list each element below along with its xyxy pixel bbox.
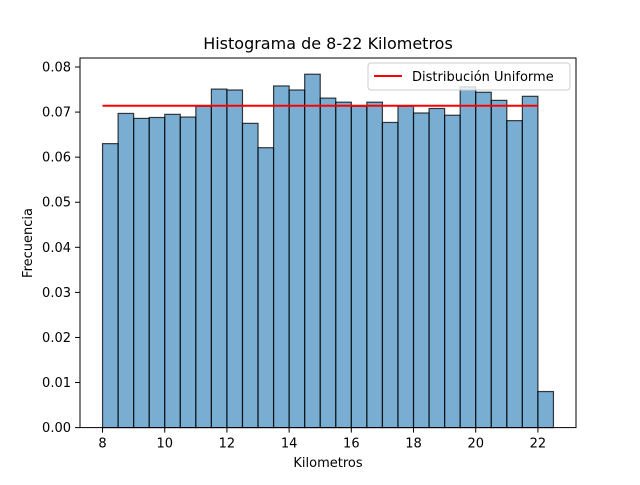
legend-box	[367, 62, 571, 91]
x-tick-label: 12	[219, 437, 236, 452]
histogram-bar	[521, 95, 539, 429]
histogram-bar	[226, 89, 244, 429]
histogram-bar	[117, 112, 135, 429]
histogram-bar	[412, 112, 430, 429]
x-axis: 8 10 12 14 16 18 20 22	[98, 427, 547, 452]
histogram-bar	[350, 105, 368, 429]
histogram-bar	[444, 114, 461, 429]
x-tick-label: 14	[281, 437, 298, 452]
histogram-bar	[381, 121, 399, 429]
legend-label: Distribución Uniforme	[412, 70, 554, 85]
legend: Distribución Uniforme	[367, 62, 571, 91]
y-tick-label: 0.01	[42, 376, 71, 391]
histogram-bar	[335, 101, 352, 429]
histogram-bar	[195, 105, 212, 429]
histogram-bar	[272, 85, 290, 429]
y-tick-label: 0.07	[42, 106, 71, 121]
y-tick-label: 0.04	[42, 241, 71, 256]
histogram-bar	[397, 105, 415, 429]
x-tick-label: 16	[343, 437, 360, 452]
histogram-bar	[241, 122, 259, 429]
y-tick-label: 0.02	[42, 331, 71, 346]
y-tick-label: 0.00	[42, 421, 71, 436]
histogram-bar	[319, 97, 337, 429]
x-tick-label: 18	[405, 437, 422, 452]
x-tick-label: 22	[530, 437, 547, 452]
y-axis-label: Frecuencia	[21, 208, 36, 278]
y-tick-label: 0.06	[42, 151, 71, 166]
histogram-bar	[210, 88, 228, 429]
histogram-bar	[428, 107, 446, 429]
histogram-bar	[490, 99, 508, 429]
x-axis-label: Kilometros	[293, 456, 362, 471]
y-tick-label: 0.05	[42, 196, 71, 211]
y-tick-label: 0.08	[42, 61, 71, 76]
histogram-bar	[257, 147, 275, 429]
histogram-bar	[179, 116, 197, 429]
x-tick-label: 8	[98, 437, 106, 452]
y-axis: 0.00 0.01 0.02 0.03 0.04 0.05 0.06 0.07 0.08	[42, 61, 80, 436]
histogram-bar	[164, 113, 181, 429]
histogram-bar	[288, 89, 306, 429]
histogram-bar	[101, 143, 119, 429]
histogram-bar	[133, 117, 150, 429]
chart-title: Histograma de 8-22 Kilometros	[203, 34, 453, 53]
histogram-bar	[366, 101, 384, 429]
x-tick-label: 10	[156, 437, 173, 452]
plot-frame	[79, 57, 577, 429]
histogram-bar	[537, 390, 555, 429]
histogram-bar	[506, 120, 523, 429]
y-tick-label: 0.03	[42, 286, 71, 301]
histogram-bar	[304, 73, 321, 429]
bars-layer	[101, 73, 555, 429]
x-tick-label: 20	[467, 437, 484, 452]
histogram-bar	[148, 116, 166, 429]
histogram-bar	[459, 86, 477, 429]
histogram-bar	[475, 91, 492, 429]
